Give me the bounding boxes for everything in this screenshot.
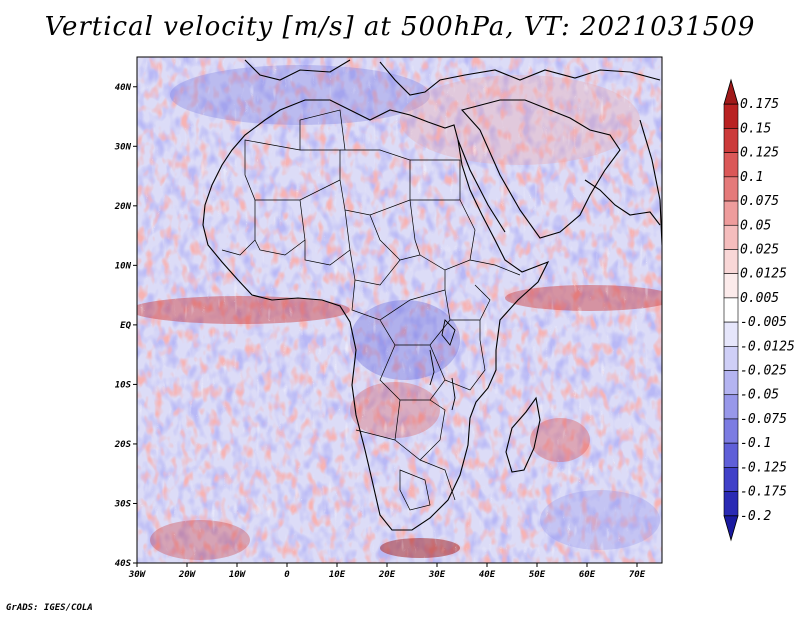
colorbar-label: -0.2 [740, 509, 771, 524]
lon-tick-label: 40E [479, 570, 496, 580]
country-borders [221, 109, 521, 511]
lon-tick-label: 60E [579, 570, 596, 580]
grads-credit: GrADS: IGES/COLA [6, 603, 93, 613]
colorbar-label: 0.025 [740, 242, 779, 257]
lat-tick-label: 30N [114, 142, 132, 152]
lake-malawi [451, 377, 456, 411]
lakes [429, 319, 456, 411]
field-streaks [137, 57, 662, 563]
colorbar-swatch [723, 176, 739, 202]
colorbar-label: -0.025 [740, 364, 787, 379]
lat-tick-label: 20N [114, 202, 132, 212]
colorbar-swatch [723, 491, 739, 517]
colorbar-label: -0.1 [740, 436, 771, 451]
lon-tick-label: 10W [229, 570, 247, 580]
colorbar-swatch [723, 273, 739, 299]
lon-tick-label: 70E [629, 570, 646, 580]
plot-frame [136, 56, 663, 564]
colorbar-label: 0.1 [740, 170, 763, 185]
lat-tick-label: EQ [120, 321, 131, 331]
colorbar-label: 0.005 [740, 291, 779, 306]
colorbar-label: -0.075 [740, 412, 787, 427]
lat-tick-label: 40N [115, 83, 132, 93]
colorbar-swatch [723, 224, 739, 250]
map-title: Vertical velocity [m/s] at 500hPa, VT: 2… [44, 12, 756, 42]
colorbar-swatch [723, 370, 739, 396]
colorbar-swatch [723, 418, 739, 444]
plot-area [137, 57, 662, 563]
lake-tanganyika [429, 349, 435, 386]
lon-tick-label: 20E [378, 570, 396, 580]
lon-tick-label: 20W [178, 570, 197, 580]
lon-tick-label: 50E [529, 570, 546, 580]
colorbar-swatch [723, 467, 739, 492]
colorbar-label: -0.175 [740, 485, 787, 500]
lon-tick-label: 30W [128, 570, 147, 580]
colorbar-label: -0.05 [740, 388, 779, 403]
colorbar-swatch [723, 321, 739, 347]
colorbar-swatch [723, 152, 739, 178]
colorbar-top-arrow [723, 78, 739, 105]
colorbar-swatch [723, 128, 739, 153]
colorbar-label: 0.0125 [740, 267, 787, 282]
colorbar-bottom-arrow [723, 515, 739, 542]
lon-tick-label: 10E [329, 570, 346, 580]
colorbar-label: -0.125 [740, 460, 787, 475]
europe-coastline [244, 59, 661, 96]
lat-tick-label: 30S [114, 499, 132, 509]
colorbar-label: -0.005 [740, 315, 787, 330]
colorbar-swatch [723, 394, 739, 420]
colorbar-label: 0.175 [740, 97, 779, 112]
coastlines [202, 59, 662, 531]
colorbar-swatch [723, 442, 739, 468]
lat-tick-label: 10N [115, 261, 132, 271]
lat-tick-label: 10S [115, 380, 132, 390]
colorbar-label: 0.075 [740, 194, 779, 209]
lake-victoria [441, 319, 456, 346]
arabia-coastline [460, 99, 621, 239]
lon-tick-label: 0 [284, 570, 290, 580]
colorbar-swatch [723, 249, 739, 274]
colorbar-label: -0.0125 [740, 339, 795, 354]
madagascar-coastline [505, 396, 541, 473]
colorbar-label: 0.15 [740, 121, 771, 136]
india-coast [639, 119, 662, 246]
axis-ticks: 30W 20W 10W 0 10E 20E 30E 40E 50E 60E 70E 40N 30N 20N… [114, 83, 646, 580]
colorbar-swatch [723, 346, 739, 371]
red-sea-coast [457, 139, 506, 233]
africa-coastline [202, 99, 550, 531]
colorbar-label: 0.125 [740, 146, 779, 161]
lat-tick-label: 20S [114, 440, 132, 450]
lon-tick-label: 30E [428, 570, 446, 580]
colorbar-swatch [723, 103, 739, 129]
gulf-coast [584, 179, 661, 226]
colorbar-swatch [723, 297, 739, 323]
colorbar: 0.175 0.15 0.125 0.1 0.075 0.05 0.025 0.0125 0.0… [723, 78, 795, 542]
lat-tick-label: 40S [115, 559, 132, 569]
colorbar-swatch [723, 200, 739, 226]
colorbar-label: 0.05 [740, 218, 771, 233]
